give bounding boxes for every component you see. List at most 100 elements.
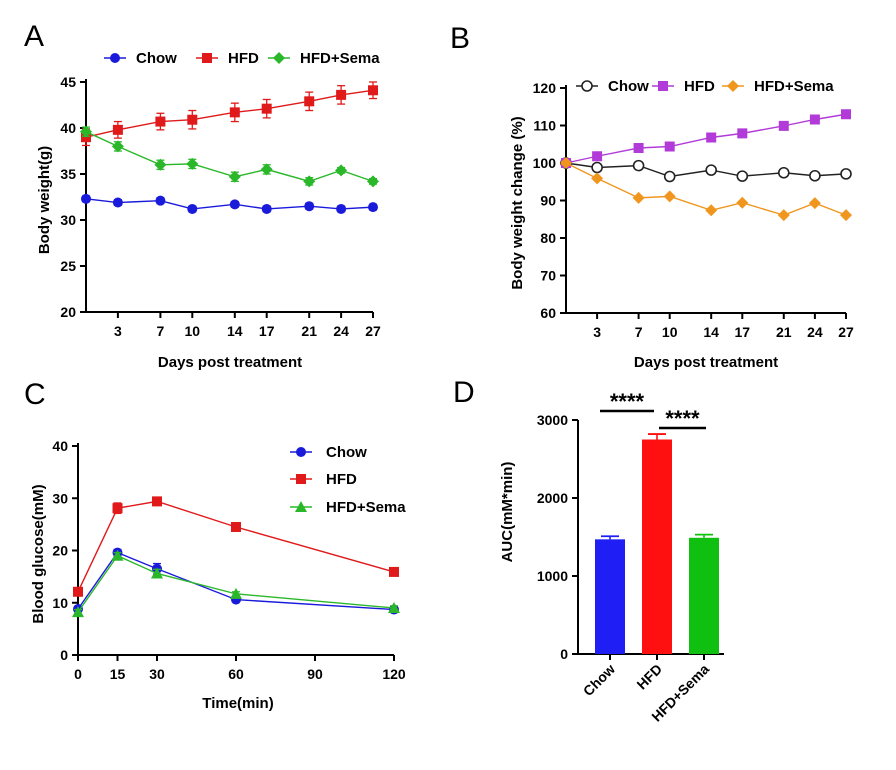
panel-b-legend-label: Chow <box>608 78 649 95</box>
panel-b-xtick-label: 10 <box>662 324 678 340</box>
panel-d-ytick-label: 3000 <box>537 412 568 428</box>
panel-c-ytick-label: 20 <box>52 543 68 559</box>
panel-a-xtick-label: 7 <box>157 323 165 339</box>
panel-a-data-point <box>229 107 240 118</box>
panel-b-legend-label: HFD <box>684 78 715 95</box>
panel-b-ytick-label: 70 <box>540 268 556 284</box>
panel-b-legend-marker <box>658 81 668 91</box>
panel-a-ytick-label: 25 <box>60 258 76 274</box>
bar-chow <box>595 539 625 654</box>
panel-c-data-point <box>151 567 163 579</box>
panel-a-data-point <box>304 96 315 107</box>
panel-a-data-point <box>112 197 123 208</box>
panel-a-data-point <box>261 203 272 214</box>
panel-b-data-point <box>663 170 676 183</box>
panel-a-xtick-label: 10 <box>185 323 201 339</box>
panel-a-data-point <box>111 140 124 153</box>
panel-a-data-point <box>187 203 198 214</box>
panel-d-ytick-label: 0 <box>560 646 568 662</box>
panel-b-data-point <box>840 209 852 222</box>
panel-a-data-point <box>154 158 167 171</box>
panel-d-ylabel: AUC(mM*min) <box>499 462 516 563</box>
panel-c-ytick-label: 40 <box>52 438 68 454</box>
panel-a-xtick-label: 21 <box>301 323 317 339</box>
panel-c-data-point <box>389 566 399 577</box>
panel-a-data-point <box>155 116 166 127</box>
panel-c-xlabel: Time(min) <box>202 695 273 712</box>
panel-b-data-point <box>591 172 604 185</box>
panel-c-ylabel: Blood glucose(mM) <box>30 484 47 623</box>
panel-c-data-point <box>73 586 83 597</box>
panel-a-data-point <box>228 170 241 183</box>
panel-a-xtick-label: 14 <box>227 323 243 339</box>
panel-b-data-point <box>632 159 645 172</box>
panel-d-ytick-label: 1000 <box>537 568 568 584</box>
panel-b-data-point <box>809 169 821 182</box>
panel-b-xtick-label: 14 <box>703 324 719 340</box>
panel-a-ytick-label: 40 <box>60 120 76 136</box>
panel-c-legend-label: Chow <box>326 444 367 461</box>
panel-a-data-point <box>80 125 92 138</box>
panel-b-data-point <box>663 190 676 203</box>
panel-d-significance-label: **** <box>665 406 700 431</box>
panel-b-data-point <box>592 151 603 162</box>
panel-a-data-point <box>187 114 198 125</box>
bar-hfd-sema <box>689 537 719 654</box>
panel-b-data-point <box>736 196 749 209</box>
panel-c-ytick-label: 30 <box>52 490 68 506</box>
panel-b-data-point <box>777 166 790 179</box>
panel-c-xtick-label: 120 <box>382 666 406 682</box>
panel-a-data-point <box>112 124 123 135</box>
panel-letter-a: A <box>24 20 44 53</box>
panel-a-legend-marker <box>202 53 212 63</box>
panel-d-category-label: Chow <box>580 661 618 699</box>
panel-a-series-line <box>85 89 374 138</box>
panel-c-ytick-label: 10 <box>52 595 68 611</box>
panel-c-data-point <box>111 549 124 561</box>
panel-a-ytick-label: 20 <box>60 304 76 320</box>
panel-a-data-point <box>229 199 240 210</box>
panel-b-legend-marker <box>581 80 593 92</box>
panel-a-data-point <box>155 195 166 206</box>
panel-b-ytick-label: 100 <box>533 155 557 171</box>
panel-b-data-point <box>778 120 789 131</box>
panel-a-xlabel: Days post treatment <box>158 354 302 371</box>
panel-b-data-point <box>664 141 675 152</box>
panel-b-xtick-label: 21 <box>776 324 792 340</box>
panel-c-xtick-label: 90 <box>307 666 323 682</box>
panel-b-ytick-label: 60 <box>540 305 556 321</box>
panel-c-data-point <box>231 521 241 532</box>
panel-b-ytick-label: 120 <box>533 80 557 96</box>
panel-b-ytick-label: 110 <box>533 118 556 134</box>
panel-a-data-point <box>303 175 316 188</box>
panel-b-data-point <box>809 114 820 125</box>
panel-a-data-point <box>367 175 379 188</box>
panel-a-data-point <box>336 203 347 214</box>
panel-a-series-line <box>85 131 374 183</box>
panel-c-ytick-label: 0 <box>60 647 68 663</box>
panel-d-category-label: HFD <box>633 661 665 693</box>
panel-b-data-point <box>737 128 748 139</box>
panel-c-legend-marker <box>295 501 307 512</box>
panel-c-xtick-label: 15 <box>110 666 126 682</box>
panel-b-data-point <box>840 168 852 180</box>
panel-a-ytick-label: 30 <box>60 212 76 228</box>
panel-a-xtick-label: 24 <box>333 323 349 339</box>
panel-b-legend-marker <box>727 80 739 92</box>
panel-b-data-point <box>706 132 717 143</box>
panel-b-data-point <box>705 204 718 217</box>
panel-a-legend-label: Chow <box>136 50 177 67</box>
panel-c-data-point <box>112 503 123 514</box>
panel-a-legend-marker <box>110 53 120 63</box>
panel-b-xtick-label: 7 <box>635 324 643 340</box>
panel-a-data-point <box>368 85 378 96</box>
panel-b-xtick-label: 17 <box>735 324 751 340</box>
panel-a-data-point <box>81 193 91 204</box>
panel-a-data-point <box>335 164 348 177</box>
panel-a-xtick-label: 27 <box>365 323 381 339</box>
panel-b-ylabel: Body weight change (%) <box>509 116 526 289</box>
panel-a-data-point <box>368 202 378 213</box>
panel-b-data-point <box>777 209 790 222</box>
